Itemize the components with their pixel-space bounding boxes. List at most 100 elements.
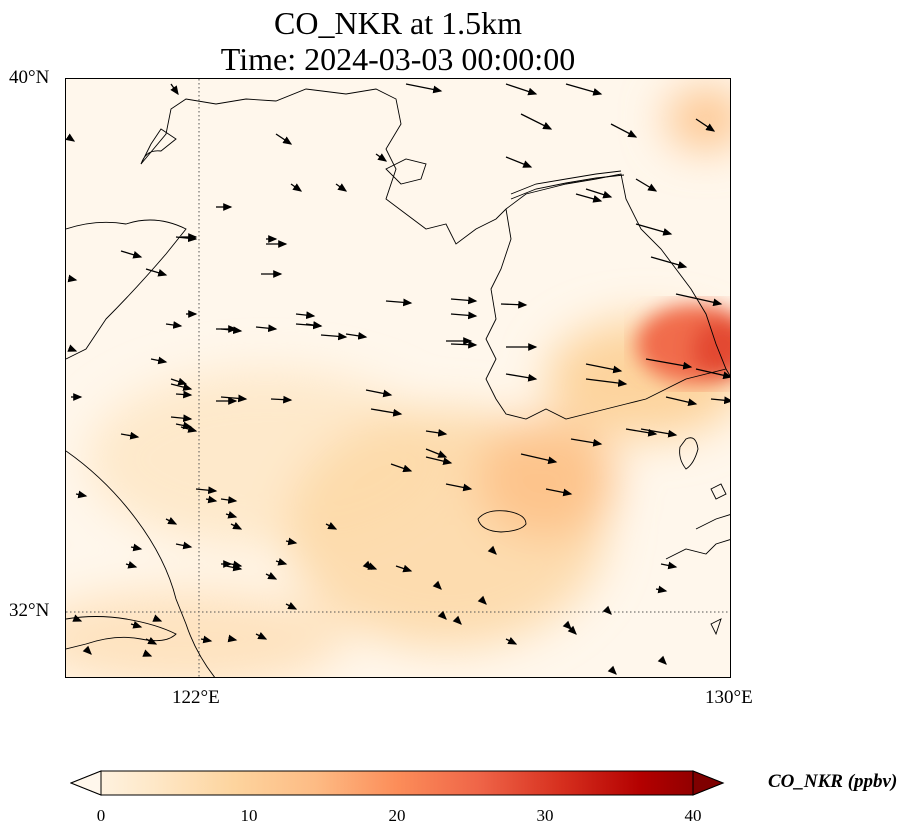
lat-label-bottom: 32°N [9,600,50,621]
wind-vector [650,256,688,269]
wind-vector [165,321,183,329]
wind-vector [445,483,473,492]
colorbar-tick: 30 [536,806,554,825]
colorbar-extend-low [70,770,102,796]
wind-vector [290,183,303,192]
wind-vector [505,156,533,168]
wind-vector [255,632,268,640]
wind-vector [325,522,338,530]
wind-vector [72,614,83,622]
title-line-1: CO_NKR at 1.5km [274,5,522,41]
lon-label-left: 122°E [172,687,220,708]
wind-vector [390,463,413,473]
colorbar-extend-high [692,770,725,796]
colorbar-tick: 10 [240,806,258,825]
wind-vector [635,223,673,236]
wind-vector [487,545,497,555]
wind-vector [227,634,238,643]
wind-vector [120,250,143,259]
wind-vector [635,178,658,192]
colorbar [70,770,725,796]
wind-vector [500,300,528,309]
gridlines [66,79,730,677]
wind-vector [395,564,413,573]
wind-vector [640,428,678,438]
lat-label-top: 40°N [9,67,50,88]
wind-vector [585,188,613,199]
wind-vector [230,522,243,530]
wind-vector [575,193,603,203]
wind-vector [602,605,612,615]
wind-vector [567,625,577,635]
wind-vector [505,83,538,96]
concentration-hotspot [636,304,730,384]
wind-vectors [66,83,730,675]
wind-vector [607,665,617,675]
map-panel [65,78,731,678]
wind-vector [150,356,168,365]
wind-vector [585,378,628,387]
wind-vector [175,234,198,243]
map-canvas [66,79,730,677]
colorbar-gradient [70,770,725,796]
wind-vector [477,595,487,605]
wind-vector [270,395,293,404]
wind-vector [67,274,78,283]
wind-vector [170,83,179,96]
wind-vector [545,488,573,497]
wind-vector [130,543,143,552]
wind-vector [180,425,198,433]
wind-vector [205,495,218,504]
wind-vector [655,585,668,594]
colorbar-tick: 40 [684,806,702,825]
wind-vector [285,602,298,610]
wind-vector [145,637,158,645]
wind-vector [520,113,553,130]
wind-vector [225,511,238,519]
wind-vector [125,561,138,569]
wind-vector [675,293,723,307]
wind-vector [275,133,293,145]
wind-vector [365,562,378,570]
wind-vector [165,517,178,525]
wind-vector [195,486,218,495]
wind-vector [625,428,658,437]
wind-vector [450,311,478,320]
wind-vector [145,268,168,277]
wind-vector [82,645,92,655]
wind-vector [345,331,368,340]
wind-vector [225,563,243,572]
wind-vector [175,390,193,399]
wind-vector [565,83,603,96]
title-line-2: Time: 2024-03-03 00:00:00 [220,41,576,77]
wind-vector [305,321,323,329]
concentration-field [66,89,730,677]
wind-vector [295,311,316,320]
wind-vector [570,438,603,447]
wind-vector [425,448,448,458]
wind-vector [130,621,143,629]
colorbar-label: CO_NKR (ppbv) [768,771,898,792]
wind-vector [175,541,193,550]
wind-vector [120,431,140,440]
wind-vector [365,389,393,398]
wind-vector [425,456,453,465]
wind-vector [520,453,558,465]
wind-vector [152,614,163,622]
wind-vector [285,537,298,546]
wind-vector [275,558,288,566]
wind-vector [255,324,278,333]
wind-vector [665,396,698,407]
wind-vector [432,580,442,590]
wind-vector [660,561,678,570]
wind-vector [425,428,448,437]
wind-vector [320,332,348,341]
wind-vector [710,396,730,405]
wind-vector [385,298,413,307]
wind-vector [452,615,462,625]
wind-vector [142,649,153,657]
wind-vector [695,368,730,380]
lon-label-right: 130°E [705,687,753,708]
wind-vector [67,344,78,352]
colorbar-tick: 0 [96,806,106,825]
